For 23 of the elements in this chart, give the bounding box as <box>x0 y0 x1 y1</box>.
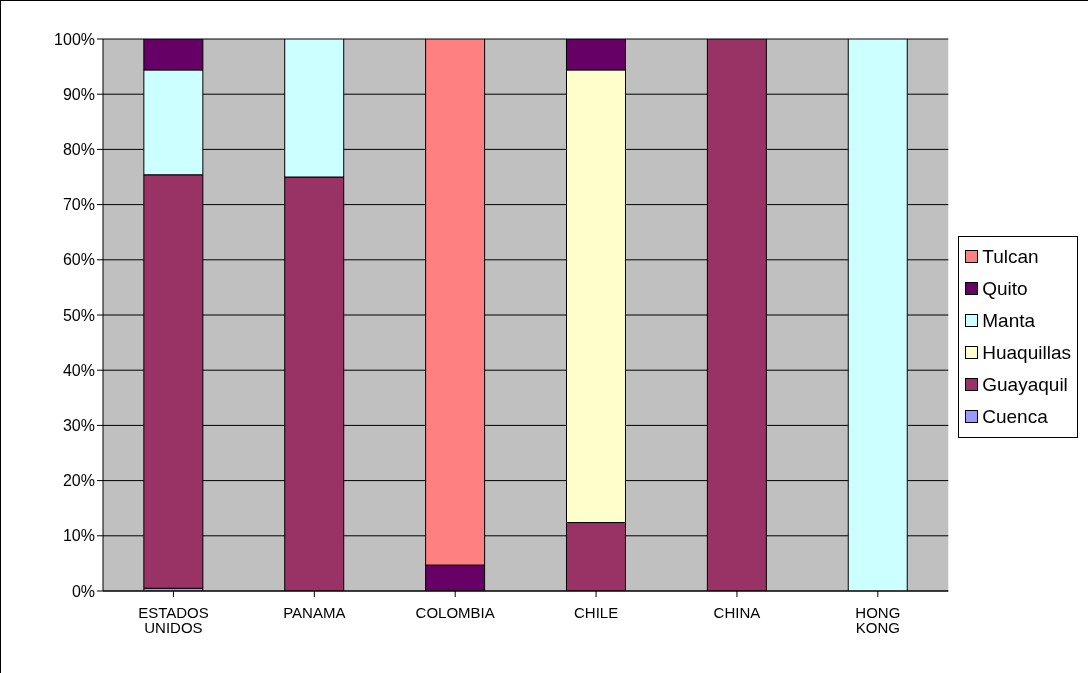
legend-label: Tulcan <box>982 245 1039 268</box>
y-tick-label: 90% <box>62 85 95 103</box>
x-tick-label: CHILE <box>573 603 619 621</box>
x-tick-label: CHINA <box>713 603 761 621</box>
y-tick-label: 80% <box>62 141 95 159</box>
x-tick-label: PANAMA <box>283 603 346 621</box>
y-tick-label: 60% <box>62 251 95 269</box>
y-tick-label: 50% <box>62 306 95 324</box>
y-tick-label: 70% <box>62 196 95 214</box>
legend-label: Manta <box>982 309 1036 332</box>
y-tick-label: 100% <box>54 30 95 48</box>
x-tick-label: ESTADOS UNIDOS <box>138 603 209 636</box>
x-tick-label: HONG KONG <box>855 603 901 636</box>
y-tick-label: 10% <box>62 527 95 545</box>
legend-label: Huaquillas <box>982 341 1071 364</box>
legend-label: Cuenca <box>982 405 1048 428</box>
y-tick-label: 0% <box>71 582 95 600</box>
legend-label: Guayaquil <box>982 373 1068 396</box>
x-tick-label: COLOMBIA <box>415 603 495 621</box>
y-tick-label: 30% <box>62 417 95 435</box>
legend-label: Quito <box>982 277 1028 300</box>
y-tick-label: 20% <box>62 472 95 490</box>
y-tick-label: 40% <box>62 361 95 379</box>
